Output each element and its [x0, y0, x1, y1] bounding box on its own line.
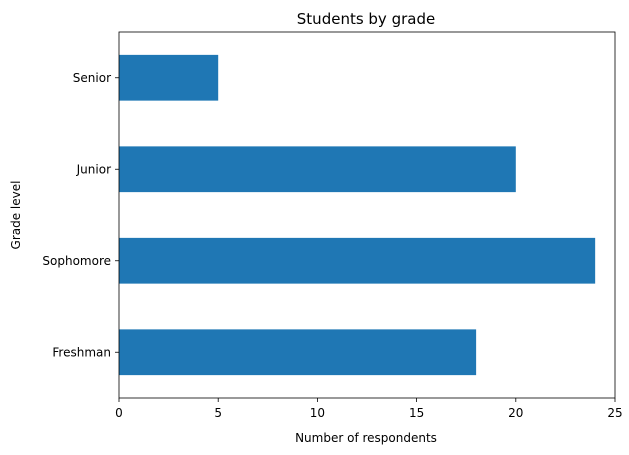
chart-title: Students by grade	[297, 10, 435, 28]
y-tick-label-junior: Junior	[76, 162, 111, 176]
bar-freshman	[119, 329, 477, 376]
bar-sophomore	[119, 237, 596, 284]
y-tick-label-sophomore: Sophomore	[42, 254, 111, 268]
x-tick-label-5: 5	[214, 406, 222, 420]
x-tick-label-10: 10	[310, 406, 325, 420]
x-tick-label-25: 25	[607, 406, 622, 420]
x-tick-label-15: 15	[409, 406, 424, 420]
bar-senior	[119, 54, 219, 101]
bars-group	[119, 54, 596, 376]
x-axis-ticks: 0 5 10 15 20 25	[115, 398, 623, 420]
plot-area-frame	[118, 31, 616, 399]
y-axis-label: Grade level	[9, 181, 23, 250]
x-tick-label-20: 20	[508, 406, 523, 420]
y-tick-label-freshman: Freshman	[52, 345, 111, 359]
x-tick-label-0: 0	[115, 406, 123, 420]
y-tick-label-senior: Senior	[73, 71, 111, 85]
x-axis-label: Number of respondents	[295, 431, 437, 445]
y-axis-ticks: Freshman Sophomore Junior Senior	[42, 71, 119, 359]
bar-junior	[119, 146, 516, 193]
